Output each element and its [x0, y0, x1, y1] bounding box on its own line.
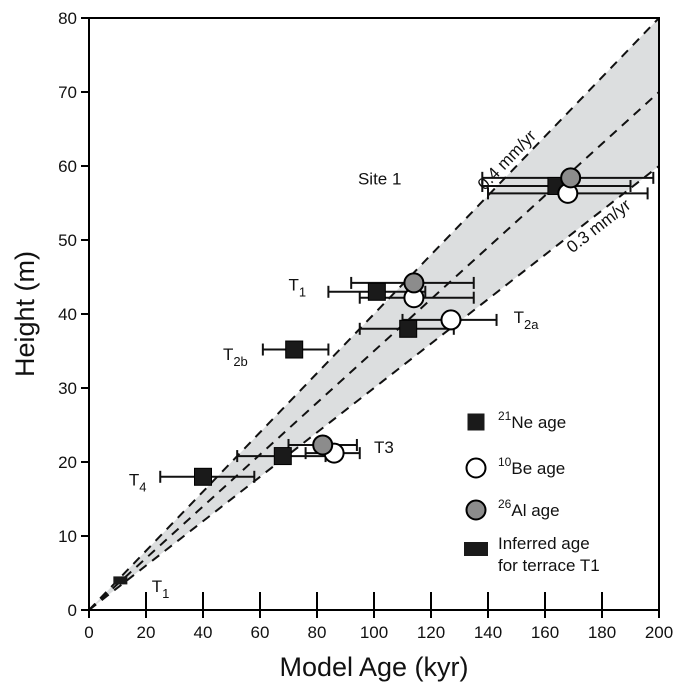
- ne21-marker: [273, 447, 292, 466]
- legend-label: for terrace T1: [498, 556, 600, 575]
- axis-ticks: 0 10 20 30 40 50 60 70 80 0 20 40 60 80 100 120 140 160 18…: [58, 9, 673, 642]
- ne21-marker: [399, 319, 418, 338]
- legend-label: 10Be age: [498, 455, 565, 478]
- legend: 21Ne age 10Be age 26Al age Inferred age for …: [464, 409, 600, 575]
- y-tick-label: 70: [58, 83, 77, 102]
- x-tick-label: 0: [84, 623, 93, 642]
- x-tick-label: 120: [417, 623, 445, 642]
- legend-label: 21Ne age: [498, 409, 566, 432]
- be10-marker: [440, 309, 462, 331]
- plot-frame: [88, 17, 660, 611]
- ne21-marker: [285, 340, 304, 359]
- ne21-marker: [194, 467, 212, 486]
- legend-al26-marker: [465, 499, 487, 521]
- x-axis-title: Model Age (kyr): [279, 652, 468, 682]
- point-label: T2a: [514, 308, 540, 332]
- x-tick-label: 160: [531, 623, 559, 642]
- legend-label: 26Al age: [498, 497, 560, 520]
- point-label: Site 1: [358, 170, 401, 189]
- y-tick-label: 0: [68, 601, 77, 620]
- legend-be10-marker: [465, 457, 487, 479]
- y-tick-label: 30: [58, 379, 77, 398]
- y-tick-label: 50: [58, 231, 77, 250]
- legend-ne21-marker: [467, 413, 485, 431]
- y-tick-label: 40: [58, 305, 77, 324]
- point-label: T1: [152, 577, 170, 601]
- x-tick-label: 200: [645, 623, 673, 642]
- point-label: T4: [129, 471, 147, 495]
- x-tick-label: 180: [588, 623, 616, 642]
- ne21-marker: [367, 282, 386, 301]
- legend-label: Inferred age: [498, 534, 590, 553]
- x-tick-label: 100: [360, 623, 388, 642]
- point-label: T2b: [223, 345, 248, 369]
- x-tick-label: 20: [137, 623, 156, 642]
- al26-marker: [560, 167, 582, 189]
- x-tick-label: 60: [251, 623, 270, 642]
- y-tick-label: 60: [58, 157, 77, 176]
- y-tick-label: 20: [58, 453, 77, 472]
- y-axis-title: Height (m): [10, 251, 40, 377]
- y-tick-label: 80: [58, 9, 77, 28]
- al26-marker: [312, 434, 334, 456]
- y-tick-label: 10: [58, 527, 77, 546]
- point-label: T1: [289, 275, 307, 299]
- x-tick-label: 40: [194, 623, 213, 642]
- x-tick-label: 80: [308, 623, 327, 642]
- point-label: T3: [374, 438, 394, 457]
- rate-line: [89, 18, 659, 610]
- rate-line: [89, 165, 659, 610]
- legend-inferred-marker: [464, 542, 488, 556]
- data-markers: [113, 167, 582, 585]
- inferred-age-marker: [113, 576, 128, 585]
- al26-marker: [403, 272, 425, 294]
- x-tick-label: 140: [474, 623, 502, 642]
